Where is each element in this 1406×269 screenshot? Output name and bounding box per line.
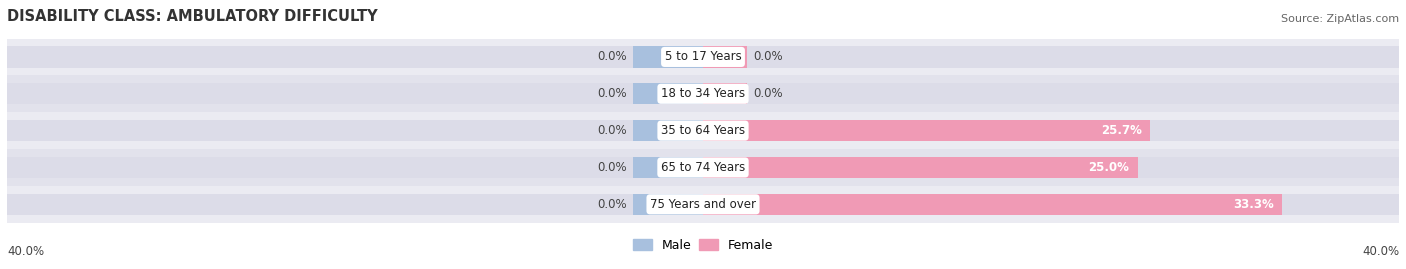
Bar [633, 120, 703, 141]
Text: 0.0%: 0.0% [754, 50, 783, 63]
Bar [7, 157, 1399, 178]
Text: 33.3%: 33.3% [1233, 198, 1274, 211]
Text: 0.0%: 0.0% [596, 198, 627, 211]
Legend: Male, Female: Male, Female [628, 234, 778, 257]
Text: DISABILITY CLASS: AMBULATORY DIFFICULTY: DISABILITY CLASS: AMBULATORY DIFFICULTY [7, 9, 378, 24]
Text: 75 Years and over: 75 Years and over [650, 198, 756, 211]
Bar [703, 83, 747, 104]
Bar [703, 157, 1137, 178]
Bar [633, 194, 703, 215]
Text: 5 to 17 Years: 5 to 17 Years [665, 50, 741, 63]
Bar [7, 83, 1399, 104]
Text: 25.0%: 25.0% [1088, 161, 1129, 174]
Bar [7, 38, 1399, 75]
Text: 40.0%: 40.0% [1362, 245, 1399, 258]
Text: 0.0%: 0.0% [596, 87, 627, 100]
Text: 0.0%: 0.0% [596, 161, 627, 174]
Bar [633, 46, 703, 68]
Text: 35 to 64 Years: 35 to 64 Years [661, 124, 745, 137]
Text: Source: ZipAtlas.com: Source: ZipAtlas.com [1281, 14, 1399, 24]
Bar [7, 75, 1399, 112]
Text: 65 to 74 Years: 65 to 74 Years [661, 161, 745, 174]
Bar [703, 46, 747, 68]
Bar [7, 149, 1399, 186]
Text: 0.0%: 0.0% [596, 124, 627, 137]
Text: 25.7%: 25.7% [1101, 124, 1142, 137]
Bar [703, 194, 1282, 215]
Bar [633, 83, 703, 104]
Bar [7, 112, 1399, 149]
Text: 18 to 34 Years: 18 to 34 Years [661, 87, 745, 100]
Text: 0.0%: 0.0% [754, 87, 783, 100]
Text: 0.0%: 0.0% [596, 50, 627, 63]
Bar [7, 46, 1399, 68]
Bar [7, 194, 1399, 215]
Bar [703, 120, 1150, 141]
Bar [7, 186, 1399, 223]
Bar [7, 120, 1399, 141]
Bar [633, 157, 703, 178]
Text: 40.0%: 40.0% [7, 245, 44, 258]
